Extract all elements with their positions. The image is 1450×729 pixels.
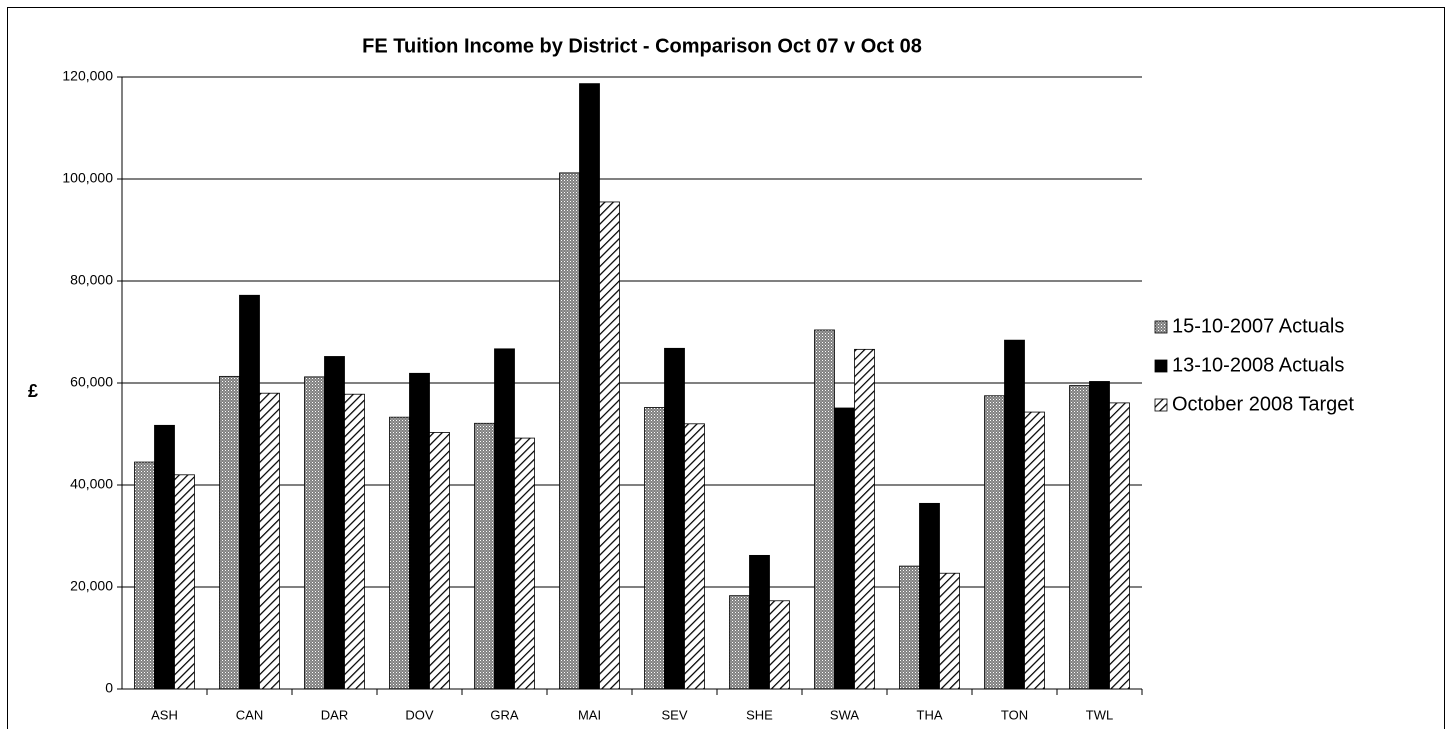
x-tick-label: TON (1001, 707, 1028, 722)
y-tick-label: 80,000 (70, 272, 113, 288)
bar (919, 502, 940, 690)
bar (729, 595, 750, 690)
bar (899, 565, 920, 690)
bar (559, 172, 580, 690)
x-tick-label: MAI (578, 707, 601, 722)
bar (324, 356, 345, 690)
x-tick-label: DOV (405, 707, 434, 722)
bar (644, 407, 665, 690)
legend-swatch (1154, 320, 1168, 334)
x-tick-label: GRA (490, 707, 519, 722)
legend-label: 13-10-2008 Actuals (1172, 354, 1344, 376)
x-tick-label: SHE (746, 707, 773, 722)
chart-title: FE Tuition Income by District - Comparis… (362, 35, 922, 57)
bar (579, 83, 600, 690)
x-tick-label: DAR (321, 707, 348, 722)
bar (854, 348, 875, 690)
bar (429, 432, 450, 690)
bar (409, 372, 430, 690)
y-tick-label: 40,000 (70, 476, 113, 492)
bar (749, 554, 770, 690)
x-tick-label: CAN (236, 707, 263, 722)
legend-label: 15-10-2007 Actuals (1172, 315, 1344, 337)
y-tick-label: 20,000 (70, 578, 113, 594)
x-tick-label: TWL (1086, 707, 1113, 722)
bar (474, 422, 495, 690)
y-axis-label: £ (28, 381, 38, 401)
bar (389, 416, 410, 690)
bar (939, 572, 960, 690)
bar (344, 393, 365, 690)
bar (304, 376, 325, 690)
y-tick-label: 120,000 (62, 68, 113, 84)
bar (834, 407, 855, 690)
bar (1024, 411, 1045, 690)
bar (154, 424, 175, 690)
legend-swatch (1154, 398, 1168, 412)
bar (259, 392, 280, 690)
bar (1089, 381, 1110, 690)
bar (219, 375, 240, 690)
x-tick-label: THA (917, 707, 943, 722)
bar (1069, 385, 1090, 690)
bar (494, 348, 515, 690)
bar (769, 600, 790, 690)
y-tick-label: 60,000 (70, 374, 113, 390)
x-tick-label: SWA (830, 707, 859, 722)
bar (684, 423, 705, 690)
legend-label: October 2008 Target (1172, 393, 1354, 415)
bar (814, 329, 835, 690)
bar (1004, 339, 1025, 690)
bar (984, 395, 1005, 690)
bar (174, 474, 195, 690)
x-tick-label: SEV (661, 707, 687, 722)
bar (514, 437, 535, 690)
bar (1109, 402, 1130, 690)
chart-border (7, 7, 1445, 729)
bar (239, 294, 260, 690)
y-tick-label: 0 (105, 680, 113, 696)
legend-swatch (1154, 359, 1168, 373)
x-tick-label: ASH (151, 707, 178, 722)
bar (599, 201, 620, 690)
y-tick-label: 100,000 (62, 170, 113, 186)
bar (664, 347, 685, 690)
bar (134, 461, 155, 690)
